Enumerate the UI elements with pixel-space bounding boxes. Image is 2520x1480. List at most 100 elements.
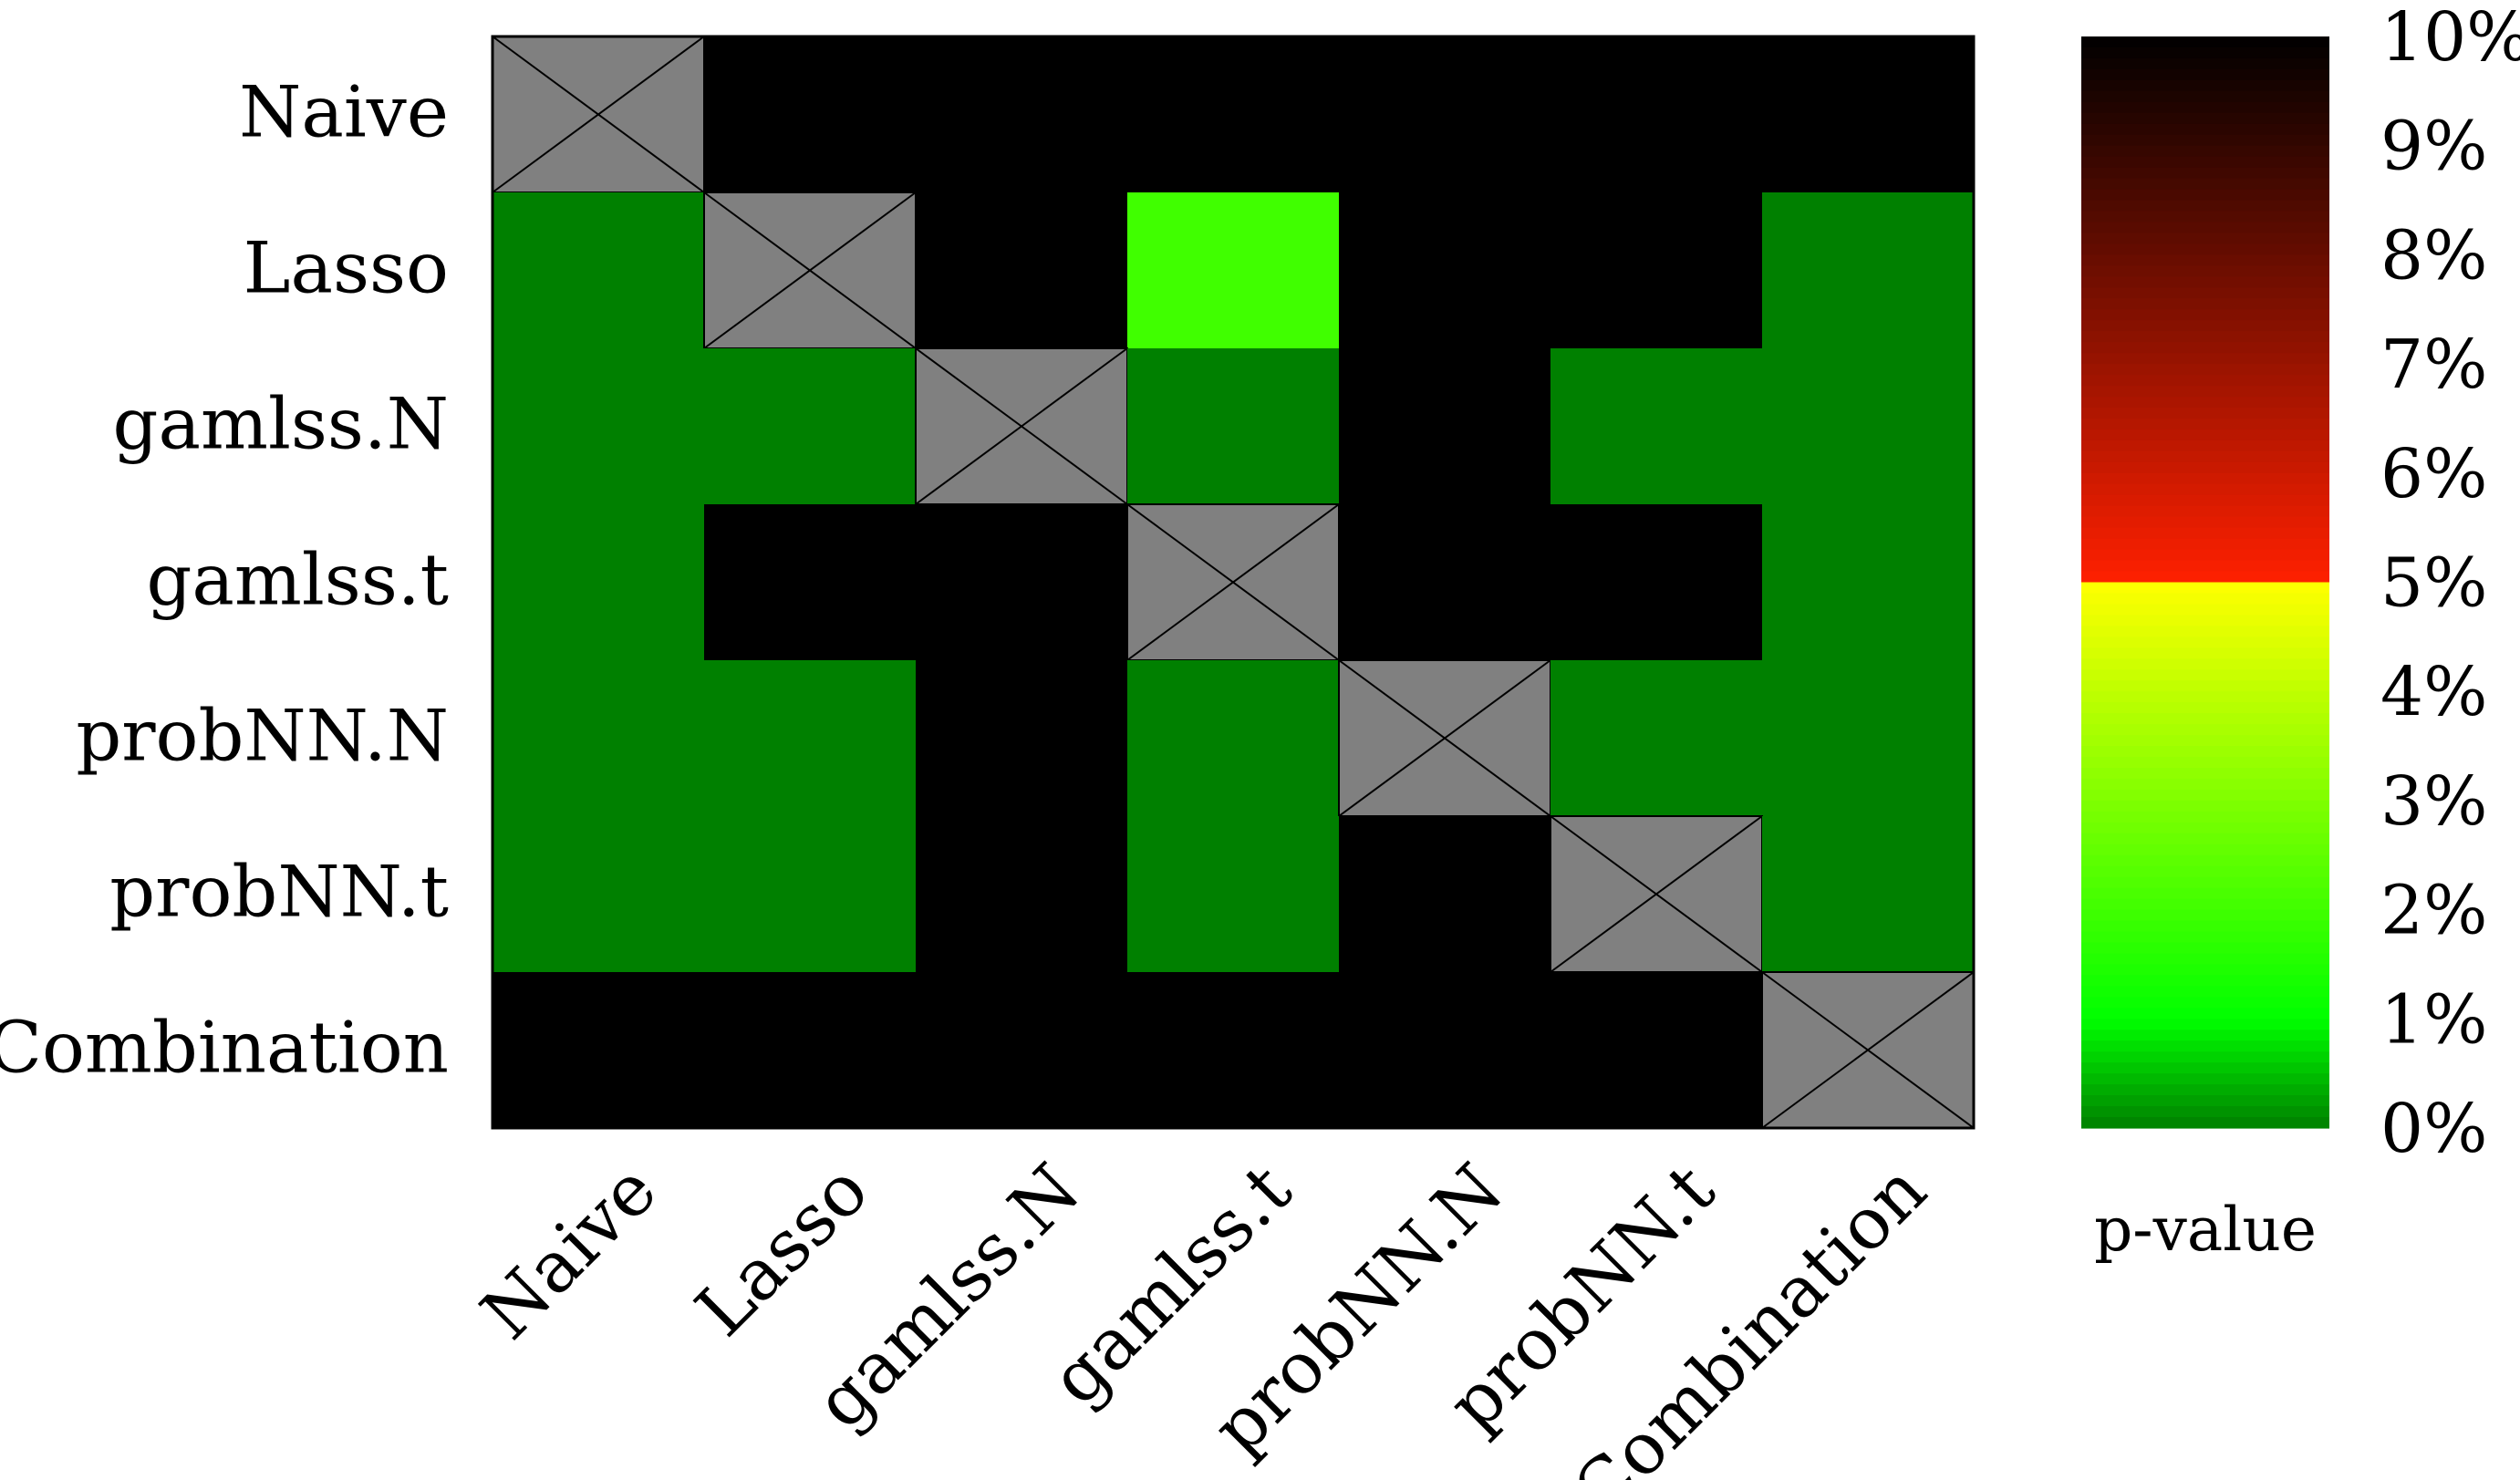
row-label: probNN.N <box>76 696 449 778</box>
colorbar-segment <box>2081 211 2329 223</box>
colorbar-tick-label: 9% <box>2380 108 2487 186</box>
colorbar-segment <box>2081 604 2329 616</box>
colorbar-segment <box>2081 178 2329 191</box>
row-label: Naive <box>239 72 449 154</box>
colorbar-segment <box>2081 658 2329 670</box>
colorbar-segment <box>2081 276 2329 288</box>
diagonal-cross-line <box>1338 659 1551 817</box>
colorbar-tick-label: 4% <box>2380 653 2487 731</box>
colorbar-segment <box>2081 997 2329 1009</box>
colorbar-tick-label: 2% <box>2380 872 2487 950</box>
colorbar-tick-label: 3% <box>2380 762 2487 841</box>
colorbar-segment <box>2081 637 2329 648</box>
colorbar-tick-label: 6% <box>2380 435 2487 513</box>
colorbar-segment <box>2081 364 2329 376</box>
heatmap-cell <box>916 36 1128 193</box>
colorbar-segment <box>2081 47 2329 59</box>
heatmap-cell <box>1550 36 1763 193</box>
colorbar-segment <box>2081 167 2329 180</box>
heatmap-cell <box>1762 192 1975 349</box>
colorbar-segment <box>2081 429 2329 441</box>
heatmap-cell <box>493 816 705 973</box>
column-labels: Naive Lassogamlss.Ngamlss.tprobNN.NprobNN… <box>466 1149 1942 1480</box>
colorbar-segment <box>2081 516 2329 529</box>
diagonal-cross-line <box>703 191 917 349</box>
heatmap-cell <box>493 972 705 1129</box>
heatmap-cell <box>1762 816 1975 973</box>
colorbar-segment <box>2081 560 2329 573</box>
colorbar-segment <box>2081 440 2329 452</box>
heatmap-cell <box>1550 504 1763 661</box>
colorbar-segment <box>2081 287 2329 299</box>
colorbar-segment <box>2081 265 2329 277</box>
colorbar-segment <box>2081 222 2329 234</box>
colorbar-segment <box>2081 964 2329 977</box>
colorbar-segment <box>2081 538 2329 551</box>
heatmap-cell <box>1339 36 1551 193</box>
colorbar-segment <box>2081 1062 2329 1074</box>
heatmap-cell <box>704 504 917 661</box>
heatmap-cell <box>1762 660 1975 817</box>
heatmap-cell <box>1339 972 1551 1129</box>
row-label: probNN.t <box>109 852 449 934</box>
heatmap-cell <box>704 660 917 817</box>
colorbar-segment <box>2081 1008 2329 1019</box>
colorbar-segment <box>2081 647 2329 659</box>
colorbar-segment <box>2081 123 2329 136</box>
colorbar-segment <box>2081 975 2329 987</box>
colorbar-segment <box>2081 746 2329 758</box>
colorbar-segment <box>2081 680 2329 692</box>
heatmap-cell <box>1550 660 1763 817</box>
colorbar-segment <box>2081 386 2329 398</box>
colorbar-segment <box>2081 865 2329 878</box>
heatmap-frame <box>491 35 1976 1130</box>
colorbar-segment <box>2081 68 2329 81</box>
colorbar-segment <box>2081 822 2329 834</box>
heatmap-cell <box>1550 348 1763 505</box>
colorbar-segment <box>2081 909 2329 922</box>
heatmap-cell <box>1339 816 1551 973</box>
colorbar-tick-label: 0% <box>2380 1090 2487 1168</box>
heatmap-cell <box>704 816 917 973</box>
colorbar-segment <box>2081 145 2329 158</box>
colorbar-segment <box>2081 626 2329 637</box>
heatmap-cell <box>1339 504 1551 661</box>
colorbar-segment <box>2081 353 2329 365</box>
row-label: gamlss.N <box>113 384 449 466</box>
colorbar-segment <box>2081 986 2329 998</box>
colorbar-segment <box>2081 79 2329 92</box>
colorbar-segment <box>2081 233 2329 245</box>
heatmap-cell <box>1550 192 1763 349</box>
heatmap-cell <box>916 504 1128 661</box>
colorbar-segment <box>2081 757 2329 769</box>
colorbar-segment <box>2081 571 2329 584</box>
colorbar-segment <box>2081 505 2329 518</box>
column-label: Lasso <box>680 1149 884 1352</box>
colorbar-segment <box>2081 342 2329 354</box>
heatmap-cell <box>493 504 705 661</box>
colorbar-segment <box>2081 375 2329 387</box>
colorbar-segment <box>2081 156 2329 169</box>
heatmap-cell <box>916 972 1128 1129</box>
colorbar-tick-label: 5% <box>2380 544 2487 623</box>
colorbar-segment <box>2081 724 2329 736</box>
colorbar <box>2081 36 2329 1129</box>
colorbar-label: p-value <box>2094 1195 2317 1265</box>
colorbar-segment <box>2081 898 2329 911</box>
colorbar-segment <box>2081 189 2329 202</box>
heatmap-cell <box>1127 972 1340 1129</box>
row-label: gamlss.t <box>146 540 449 622</box>
colorbar-segment <box>2081 953 2329 966</box>
colorbar-segment <box>2081 472 2329 485</box>
heatmap-cell <box>916 660 1128 817</box>
colorbar-segment <box>2081 549 2329 562</box>
colorbar-segment <box>2081 789 2329 802</box>
colorbar-segment <box>2081 854 2329 867</box>
colorbar-segment <box>2081 767 2329 780</box>
colorbar-tick-label: 7% <box>2380 326 2487 404</box>
colorbar-segment <box>2081 582 2329 595</box>
colorbar-segment <box>2081 254 2329 266</box>
colorbar-segment <box>2081 320 2329 332</box>
colorbar-segment <box>2081 1030 2329 1041</box>
